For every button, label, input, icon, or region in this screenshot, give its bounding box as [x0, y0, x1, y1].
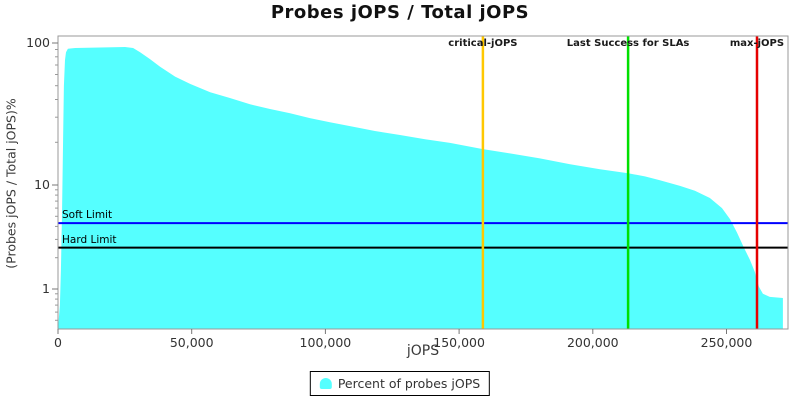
x-tick-label: 150,000 [433, 335, 485, 350]
x-tick-label: 250,000 [700, 335, 753, 350]
hard-limit-label: Hard Limit [62, 233, 117, 246]
x-tick-label: 50,000 [169, 335, 214, 350]
y-tick-label: 100 [26, 35, 50, 50]
legend-label: Percent of probes jOPS [337, 376, 481, 391]
y-tick-label: 10 [34, 177, 50, 192]
legend: Percent of probes jOPS [309, 371, 491, 396]
max-jops-label: max-jOPS [729, 38, 785, 49]
series-color-swatch-icon [319, 378, 332, 389]
soft-limit-label: Soft Limit [62, 209, 113, 222]
critical-jops-label: critical-jOPS [448, 38, 518, 49]
x-tick-label: 100,000 [299, 335, 352, 350]
x-tick-label: 200,000 [566, 335, 619, 350]
probes-area-series [58, 47, 783, 329]
chart-title: Probes jOPS / Total jOPS [270, 2, 530, 23]
last-success-for-slas-label: Last Success for SLAs [566, 38, 690, 49]
x-tick-label: 0 [54, 335, 62, 350]
plot-border [57, 35, 789, 330]
y-tick-label: 1 [42, 281, 50, 296]
x-axis-title: jOPS [406, 343, 440, 359]
y-axis-title: (Probes jOPS / Total jOPS)% [3, 98, 19, 269]
